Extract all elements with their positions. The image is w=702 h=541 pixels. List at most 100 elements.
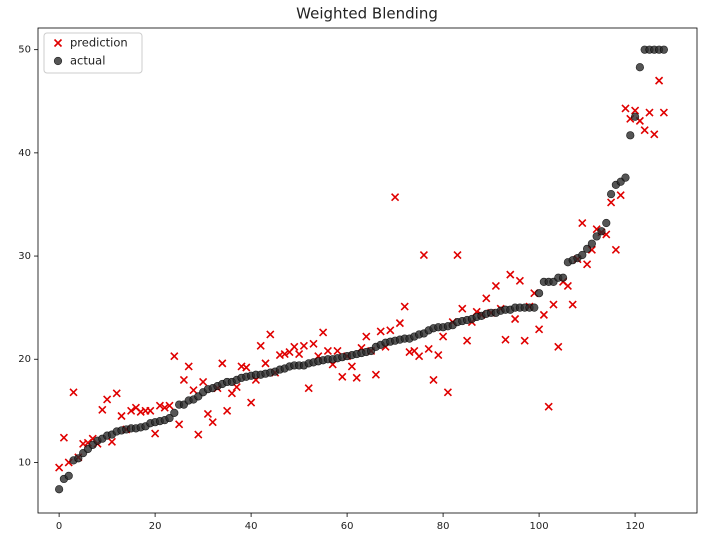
actual-point (592, 232, 601, 241)
legend-box (43, 32, 143, 74)
prediction-point (583, 260, 592, 269)
prediction-point (199, 377, 208, 387)
prediction-point (304, 384, 313, 393)
prediction-point (501, 335, 510, 344)
prediction-point (242, 363, 251, 372)
prediction-point (434, 351, 443, 360)
x-tick-label: 60 (341, 521, 354, 532)
actual-point (659, 45, 668, 54)
prediction-point (458, 304, 467, 313)
prediction-point (352, 373, 361, 382)
y-tick-label: 20 (18, 354, 31, 365)
prediction-point (112, 389, 121, 398)
prediction-point (439, 332, 448, 341)
prediction-point (376, 327, 385, 336)
prediction-point (419, 250, 428, 260)
prediction-point (616, 191, 625, 200)
prediction-point (227, 389, 236, 398)
actual-point (534, 289, 544, 298)
x-tick-label: 20 (149, 521, 162, 532)
prediction-point (290, 342, 299, 351)
actual-point (587, 239, 596, 248)
prediction-point (59, 433, 68, 442)
prediction-point (631, 106, 640, 115)
prediction-point (165, 401, 174, 410)
prediction-point (539, 310, 548, 319)
prediction-point (655, 76, 664, 85)
prediction-point (640, 126, 649, 135)
prediction-point (309, 339, 318, 348)
prediction-point (391, 193, 400, 202)
prediction-point (175, 420, 184, 429)
prediction-point (578, 218, 587, 228)
prediction-point (415, 352, 424, 361)
prediction-point (607, 198, 616, 207)
prediction-point (261, 359, 270, 368)
prediction-point (453, 250, 462, 260)
actual-point (626, 131, 635, 140)
prediction-point (535, 325, 544, 334)
plot-frame (37, 27, 698, 514)
prediction-point (170, 352, 179, 361)
prediction-point (563, 281, 572, 291)
chart-title: Weighted Blending (296, 5, 438, 23)
y-tick-label: 50 (18, 45, 31, 56)
legend-label: actual (70, 54, 105, 68)
actual-point (630, 112, 640, 121)
y-tick-label: 30 (18, 251, 31, 262)
prediction-point (247, 398, 256, 407)
legend-label: prediction (70, 36, 128, 50)
prediction-point (323, 346, 332, 356)
prediction-point (424, 344, 433, 353)
prediction-point (146, 406, 155, 415)
prediction-point (506, 270, 515, 279)
prediction-point (184, 362, 193, 371)
prediction-point (98, 405, 107, 414)
prediction-point (127, 406, 136, 415)
prediction-point (395, 319, 404, 328)
prediction-point (463, 336, 472, 345)
x-tick-label: 100 (530, 521, 549, 532)
prediction-point (319, 328, 328, 337)
prediction-point (160, 403, 169, 412)
prediction-point (511, 314, 520, 324)
prediction-point (443, 388, 452, 397)
prediction-point (103, 395, 112, 404)
actual-point (74, 454, 83, 463)
x-tick-label: 120 (626, 521, 645, 532)
prediction-point (491, 281, 500, 291)
prediction-point (333, 346, 342, 356)
prediction-point (280, 350, 289, 359)
prediction-point (218, 359, 227, 368)
prediction-point (55, 463, 64, 472)
prediction-point (189, 386, 198, 395)
prediction-point (266, 330, 275, 339)
actual-point (602, 218, 611, 228)
prediction-point (482, 294, 491, 303)
prediction-point (179, 375, 188, 384)
actual-point (64, 471, 73, 480)
prediction-point (544, 402, 553, 411)
prediction-point (645, 108, 654, 117)
prediction-point (549, 300, 558, 309)
prediction-point (515, 276, 524, 285)
actual-point (582, 244, 592, 253)
actual-point (621, 173, 630, 182)
x-tick-label: 0 (56, 521, 62, 532)
prediction-point (611, 245, 620, 254)
prediction-point (621, 104, 630, 113)
actual-point (606, 190, 616, 199)
actual-point (55, 485, 64, 494)
prediction-point (208, 418, 217, 427)
x-tick-label: 40 (245, 521, 258, 532)
prediction-point (400, 302, 409, 311)
prediction-point (362, 332, 371, 341)
x-tick-label: 80 (437, 521, 450, 532)
prediction-point (117, 411, 126, 421)
prediction-point (256, 341, 265, 350)
prediction-point (155, 401, 164, 410)
prediction-point (520, 336, 529, 345)
prediction-point (338, 372, 347, 381)
actual-point (597, 227, 606, 236)
